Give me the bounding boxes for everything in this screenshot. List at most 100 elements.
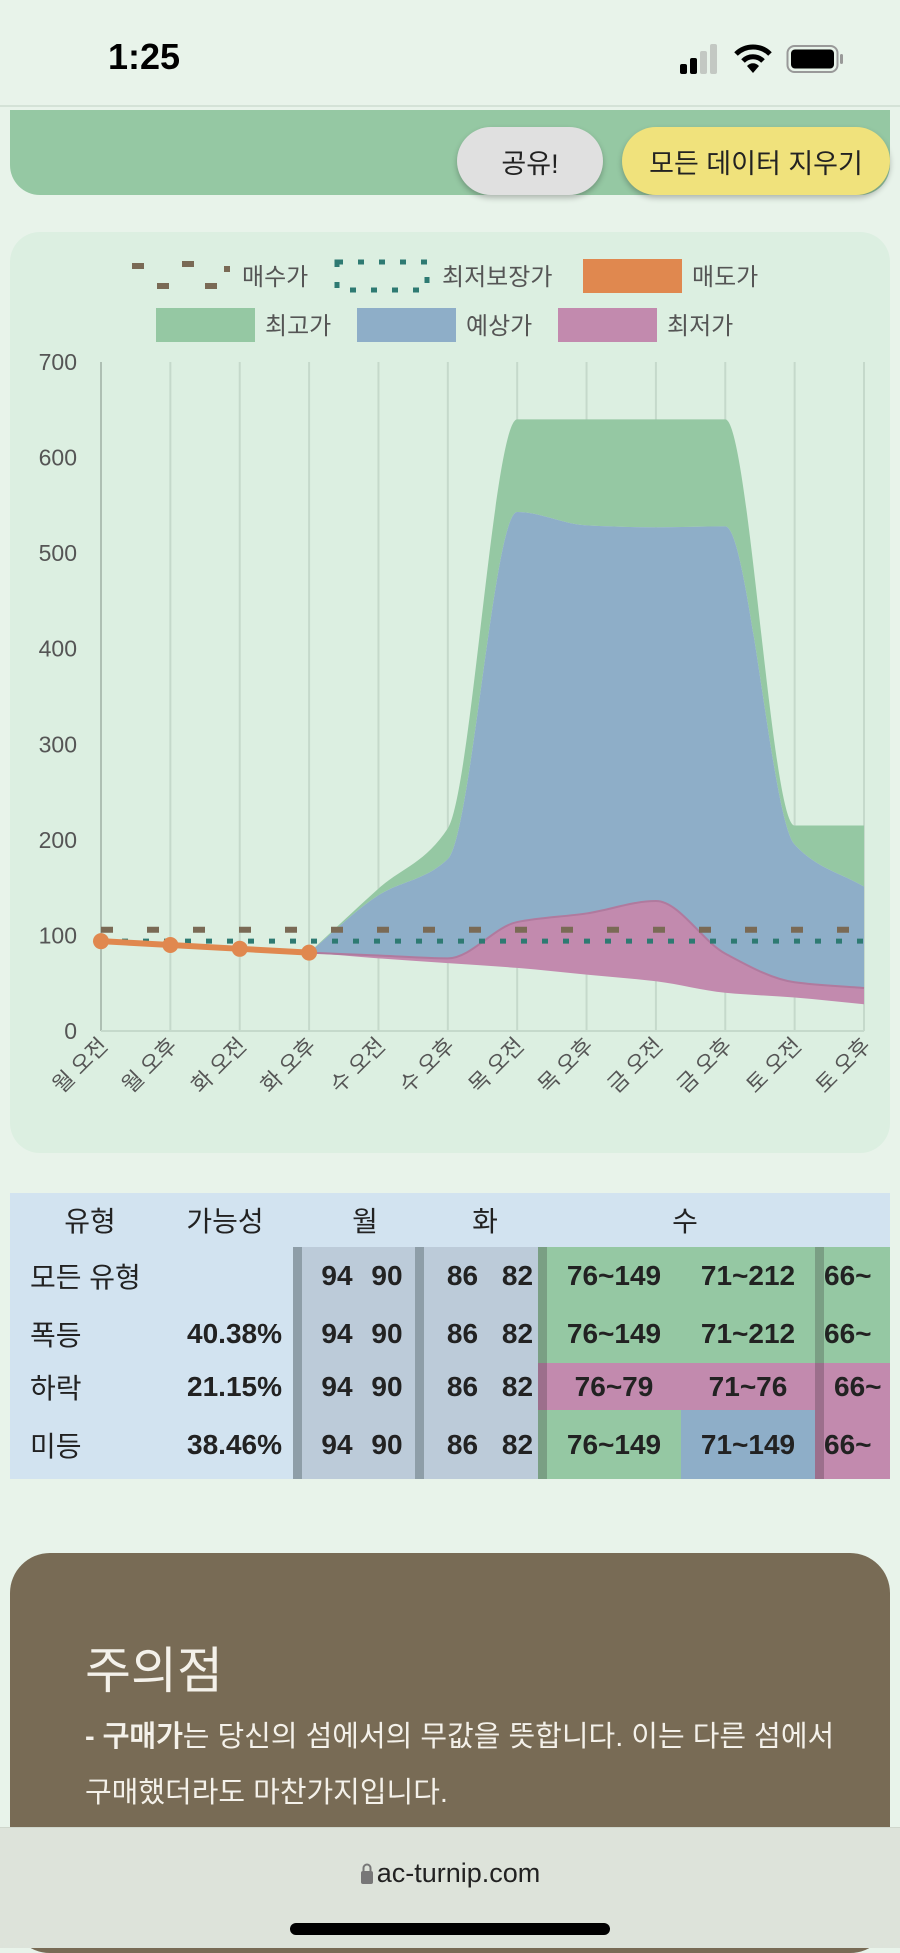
row-type-label: 모든 유형 — [30, 1262, 141, 1293]
price-chart-card: 0 100 200 300 400 500 600 700 월 오전 월 오후 화 오전 화 오후 수 … — [10, 232, 890, 1153]
x-tick-label: 금 오후 — [672, 1033, 737, 1098]
separator — [293, 1247, 302, 1305]
separator — [815, 1305, 824, 1363]
row-probability — [110, 1247, 282, 1305]
price-value: 90 — [371, 1428, 403, 1460]
notice-text: - 구매가는 당신의 섬에서의 무값을 뜻합니다. 이는 다른 섬에서 구매했더… — [85, 1709, 845, 1821]
price-range: 71~212 — [681, 1305, 815, 1363]
x-tick-label: 목 오후 — [533, 1033, 598, 1098]
tue-cell — [424, 1305, 548, 1363]
table-header: 수 — [672, 1206, 698, 1237]
mon-cell — [302, 1410, 415, 1479]
price-range: 66~ — [824, 1410, 890, 1479]
table-header: 월 — [352, 1206, 378, 1237]
separator — [293, 1305, 302, 1363]
y-tick-label: 300 — [39, 731, 77, 757]
price-value: 82 — [501, 1428, 534, 1460]
price-value: 94 — [321, 1370, 353, 1402]
price-range: 76~149 — [547, 1247, 681, 1305]
price-range: 66~ — [824, 1247, 890, 1305]
x-tick-label: 토 오후 — [811, 1033, 876, 1098]
battery-icon — [786, 45, 843, 73]
sell-price-point — [231, 940, 248, 957]
price-value: 90 — [371, 1318, 403, 1349]
separator — [538, 1247, 547, 1305]
legend-swatch-5 — [558, 308, 657, 342]
price-range: 66~ — [824, 1363, 890, 1410]
table-header: 가능성 — [186, 1206, 264, 1237]
y-tick-label: 0 — [64, 1018, 77, 1044]
price-value: 86 — [446, 1260, 479, 1291]
legend-label: 예상가 — [466, 313, 532, 340]
x-tick-label: 월 오후 — [117, 1033, 182, 1098]
table-header: 화 — [472, 1206, 498, 1237]
row-probability: 40.38% — [187, 1318, 282, 1349]
row-type-label: 폭등 — [30, 1320, 82, 1351]
wifi-icon — [734, 44, 772, 73]
price-value: 90 — [371, 1370, 403, 1402]
x-tick-label: 월 오전 — [48, 1033, 113, 1098]
row-probability: 38.46% — [187, 1428, 282, 1460]
mon-cell — [302, 1305, 415, 1363]
lock-icon — [360, 1863, 373, 1884]
price-range: 71~212 — [681, 1247, 815, 1305]
y-tick-label: 600 — [39, 445, 77, 471]
price-range: 76~149 — [547, 1305, 681, 1363]
separator — [415, 1305, 424, 1363]
separator — [815, 1247, 824, 1305]
separator — [538, 1410, 547, 1479]
price-value: 86 — [446, 1370, 479, 1402]
share-button[interactable]: 공유! — [457, 127, 603, 195]
price-value: 82 — [501, 1318, 534, 1349]
legend-swatch-4 — [357, 308, 456, 342]
legend-label: 매도가 — [692, 264, 758, 291]
status-time: 1:25 — [108, 36, 181, 77]
separator — [815, 1363, 824, 1410]
price-value: 82 — [501, 1260, 534, 1291]
price-range: 76~149 — [547, 1410, 681, 1479]
legend-label: 매수가 — [242, 264, 308, 291]
x-tick-label: 수 오후 — [394, 1033, 459, 1098]
y-tick-label: 400 — [39, 636, 77, 662]
x-tick-label: 토 오전 — [741, 1033, 806, 1098]
notice-rest: 는 당신의 섬에서의 무값을 뜻합니다. 이는 다른 섬에서 구매했더라도 마찬… — [85, 1721, 835, 1809]
price-range: 71~149 — [681, 1410, 815, 1479]
row-type-label: 하락 — [30, 1372, 82, 1404]
y-tick-label: 100 — [39, 922, 77, 948]
y-tick-label: 200 — [39, 827, 77, 853]
x-tick-label: 금 오전 — [603, 1033, 668, 1098]
price-value: 94 — [321, 1260, 353, 1291]
legend-swatch-guaranteed-min — [334, 259, 430, 293]
separator — [415, 1410, 424, 1479]
x-tick-label: 화 오전 — [186, 1033, 251, 1098]
price-range: 71~76 — [681, 1363, 815, 1410]
sell-price-point — [301, 944, 318, 961]
price-value: 82 — [501, 1370, 534, 1402]
tue-cell — [424, 1247, 548, 1305]
x-tick-label: 목 오전 — [464, 1033, 529, 1098]
y-tick-label: 700 — [39, 349, 77, 375]
separator — [415, 1363, 424, 1410]
pattern-table: 유형 가능성 월 화 수 모든 유형 94 90 86 82 76~149 71~212 66~ 폭등 40… — [10, 1193, 890, 1479]
price-value: 94 — [321, 1318, 353, 1349]
notice-bold: - 구매가 — [85, 1721, 183, 1753]
min-price-area — [309, 901, 864, 1005]
separator — [293, 1363, 302, 1410]
sell-price-line — [100, 938, 310, 956]
separator — [815, 1410, 824, 1479]
tue-cell — [424, 1363, 548, 1410]
url-bar[interactable]: ac-turnip.com — [0, 1858, 900, 1889]
tue-cell — [424, 1410, 548, 1479]
legend-swatch-buy-price — [132, 261, 230, 289]
price-value: 86 — [446, 1318, 479, 1349]
legend-swatch-2 — [583, 259, 682, 293]
x-tick-label: 화 오후 — [256, 1033, 321, 1098]
legend-swatch-3 — [156, 308, 255, 342]
mon-cell — [302, 1363, 415, 1410]
row-probability: 21.15% — [187, 1370, 282, 1402]
price-range: 66~ — [824, 1305, 890, 1363]
legend-label: 최저보장가 — [442, 264, 552, 291]
clear-all-data-button[interactable]: 모든 데이터 지우기 — [622, 127, 890, 195]
notice-title: 주의점 — [85, 1643, 223, 1699]
price-range: 76~79 — [547, 1363, 681, 1410]
